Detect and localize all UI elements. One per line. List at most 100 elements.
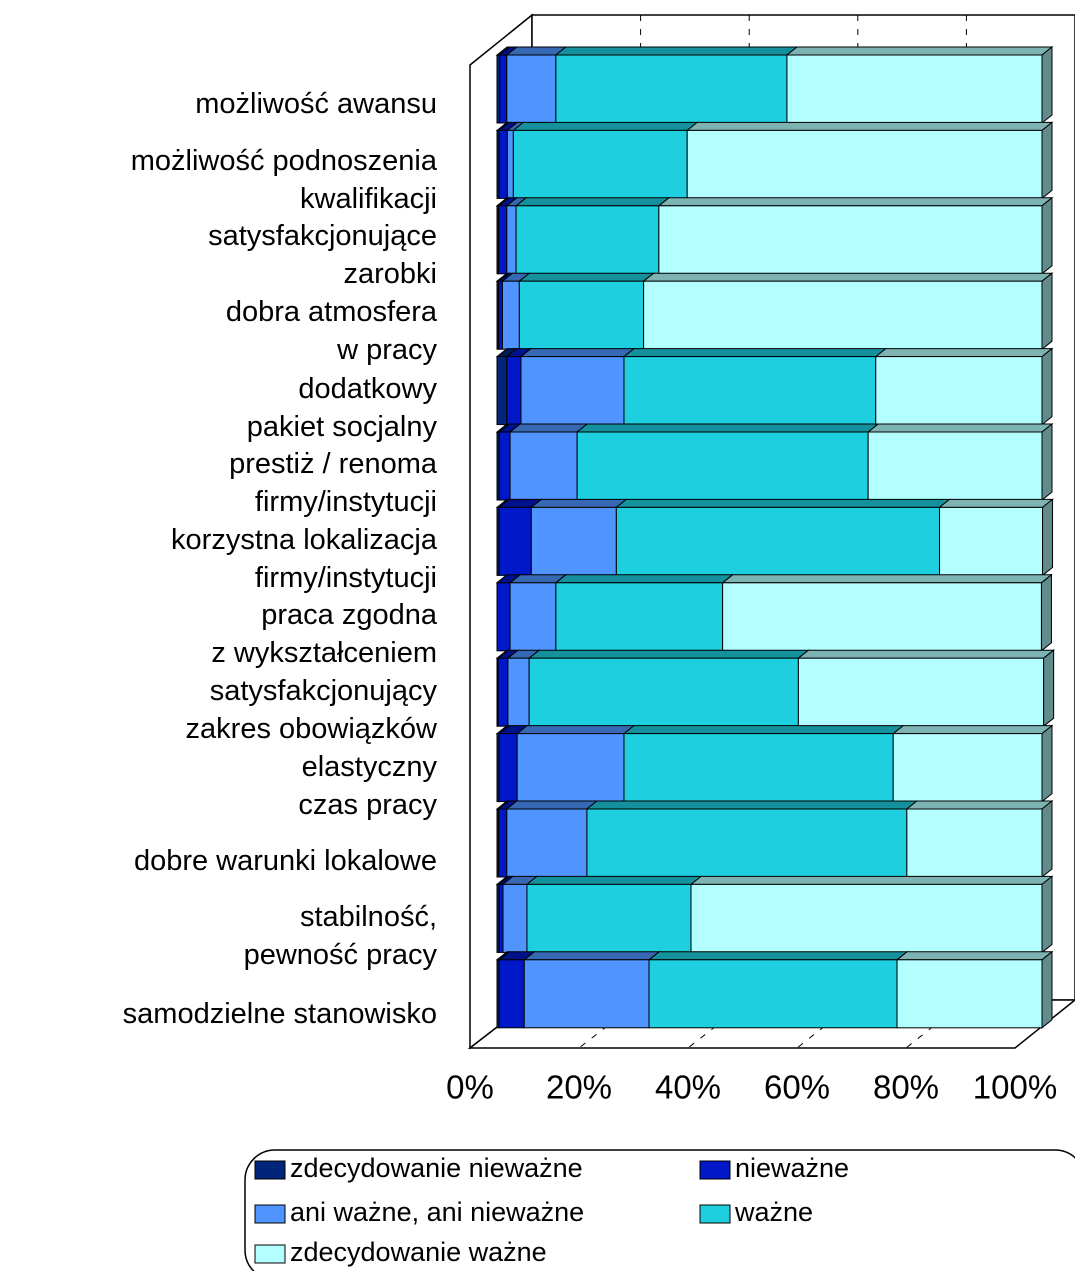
bar-front: [555, 582, 724, 652]
bar: [721, 573, 1053, 652]
category-label: dodatkowy pakiet socjalny: [247, 373, 438, 443]
category-label: możliwość podnoszenia kwalifikacji: [131, 145, 438, 215]
category-label: prestiż / renoma firmy/instytucji: [229, 448, 438, 518]
bar-front: [797, 657, 1045, 727]
bar-front: [786, 54, 1043, 124]
bar-side: [1041, 347, 1053, 426]
bar-top: [796, 649, 1056, 659]
bar: [519, 348, 636, 426]
bar: [874, 347, 1054, 426]
bar-front: [509, 431, 578, 501]
bar-front: [496, 582, 511, 652]
bar: [785, 45, 1054, 125]
bar-top: [575, 423, 880, 433]
bar-front: [506, 54, 557, 124]
bar-top: [647, 951, 909, 961]
bar-front: [515, 205, 660, 275]
bar: [622, 348, 888, 426]
category-label: stabilność, pewność pracy: [244, 901, 438, 971]
bar-side: [1041, 196, 1053, 275]
bar-front: [623, 733, 894, 803]
bar-side: [1041, 724, 1053, 803]
bar-front: [615, 506, 941, 576]
bar-front: [498, 808, 508, 878]
bar-front: [498, 506, 532, 576]
bar-front: [892, 733, 1043, 803]
x-tick-label: 0%: [446, 1069, 494, 1106]
bar-front: [498, 733, 518, 803]
legend-swatch: [254, 1204, 286, 1224]
x-tick-label: 100%: [973, 1069, 1057, 1106]
bar-front: [498, 129, 508, 199]
bar-top: [685, 121, 1054, 131]
bar-top: [515, 725, 636, 735]
bar-top: [529, 498, 628, 508]
bar-front: [512, 129, 688, 199]
bar-front: [501, 280, 520, 350]
bar-front: [498, 280, 503, 350]
bar-side: [1041, 875, 1053, 954]
bar-front: [496, 356, 508, 426]
bar-top: [525, 875, 703, 885]
bar: [647, 951, 909, 1029]
bar-front: [498, 883, 504, 953]
category-label: satysfakcjonujący zakres obowiązków: [186, 675, 438, 745]
bar-front: [906, 808, 1043, 878]
bar-front: [528, 657, 799, 727]
legend-swatch: [699, 1160, 731, 1180]
bar-front: [506, 205, 517, 275]
bar-front: [498, 205, 508, 275]
x-tick-label: 20%: [546, 1069, 612, 1106]
bar: [529, 498, 628, 576]
bar: [505, 800, 599, 878]
bar: [525, 875, 703, 953]
bar-top: [721, 574, 1053, 584]
category-label: elastyczny czas pracy: [298, 751, 437, 821]
category-label: praca zgodna z wykształceniem: [211, 599, 437, 669]
bar-front: [896, 959, 1043, 1029]
bar: [642, 272, 1054, 351]
bar: [622, 725, 905, 803]
bar: [515, 725, 636, 803]
bar: [657, 196, 1054, 275]
legend-swatch: [254, 1160, 286, 1180]
bar: [585, 800, 919, 878]
category-label: satysfakcjonujące zarobki: [208, 220, 437, 290]
legend-swatch: [254, 1244, 286, 1264]
bar-top: [866, 423, 1054, 433]
bar-top: [514, 197, 671, 207]
bar-front: [623, 356, 877, 426]
bar-front: [690, 883, 1043, 953]
bar-top: [874, 348, 1054, 358]
bar-side: [1041, 950, 1053, 1029]
legend-label: zdecydowanie ważne: [290, 1237, 547, 1267]
bar-side: [1041, 422, 1053, 502]
bar: [514, 197, 671, 275]
bar-top: [895, 951, 1054, 961]
bar-front: [499, 54, 508, 124]
bar: [891, 724, 1054, 803]
bar-front: [497, 657, 509, 727]
x-tick-label: 40%: [655, 1069, 721, 1106]
bar-side: [1041, 272, 1053, 351]
bar-front: [516, 733, 625, 803]
bar: [527, 649, 810, 727]
bar: [508, 574, 568, 652]
bar: [508, 423, 589, 501]
bar: [685, 121, 1054, 200]
bar-top: [505, 800, 599, 810]
bar: [554, 46, 799, 124]
bar-front: [555, 54, 788, 124]
bar-front: [498, 959, 525, 1029]
bar: [511, 121, 699, 199]
bar-top: [522, 951, 661, 961]
bar: [495, 574, 522, 652]
bar-top: [785, 46, 1054, 56]
bar-top: [554, 46, 799, 56]
bar-side: [1043, 649, 1055, 728]
bar-front: [875, 356, 1043, 426]
x-tick-label: 80%: [873, 1069, 939, 1106]
bar: [497, 498, 543, 576]
bar-front: [939, 506, 1044, 576]
legend-label: ani ważne, ani nieważne: [290, 1197, 584, 1227]
